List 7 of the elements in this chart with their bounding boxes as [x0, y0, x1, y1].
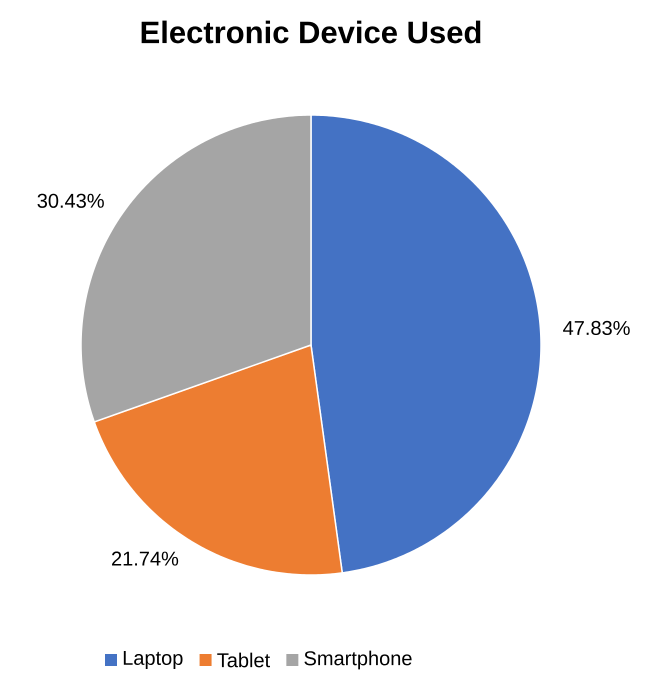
legend-label: Smartphone — [304, 650, 412, 670]
legend-label: Tablet — [217, 652, 270, 668]
legend-label: Laptop — [124, 651, 183, 669]
data-label: 21.74% — [112, 552, 178, 566]
chart-title: Electronic Device Used — [142, 20, 480, 44]
data-label: 47.83% — [563, 320, 630, 336]
data-label: 30.43% — [38, 194, 104, 208]
